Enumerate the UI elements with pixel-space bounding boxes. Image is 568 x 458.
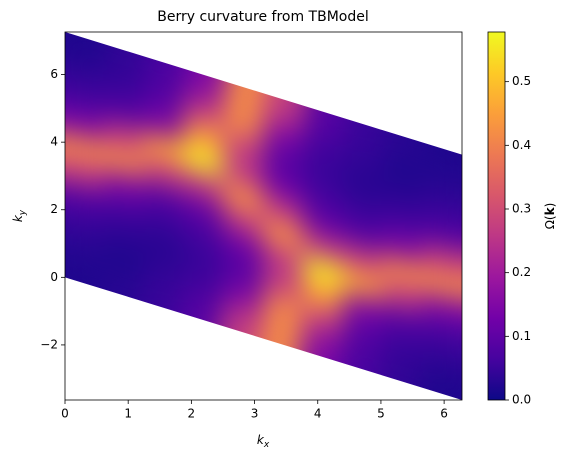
colorbar-tick-label: 0.0 (512, 393, 531, 407)
heatmap-cells (65, 32, 462, 400)
y-axis-label: ky (11, 209, 28, 222)
plot-frame (64, 31, 463, 401)
heatmap-cell (421, 362, 462, 400)
y-tick-label: 6 (50, 67, 58, 81)
heatmap (65, 32, 462, 400)
colorbar-tick-label: 0.1 (512, 329, 531, 343)
cbar-label-part: Ω( (543, 215, 557, 229)
y-tick-label: 0 (50, 270, 58, 284)
heatmap-cell (421, 288, 462, 328)
colorbar-tick-label: 0.4 (512, 138, 531, 152)
colorbar-tick-label: 0.3 (512, 201, 531, 215)
x-tick-label: 6 (440, 407, 448, 421)
heatmap-cell (421, 215, 462, 254)
colorbar (487, 31, 506, 401)
x-axis-label: kx (257, 433, 270, 450)
colorbar-tick-label: 0.5 (512, 74, 531, 88)
x-label-base: k (257, 433, 265, 447)
x-tick-label: 1 (124, 407, 132, 421)
heatmap-cell (421, 166, 462, 205)
cbar-label-part: k (543, 206, 557, 215)
x-label-sub: x (263, 440, 270, 450)
y-tick-label: −2 (40, 337, 58, 351)
x-tick-label: 0 (61, 407, 69, 421)
y-label-base: k (11, 214, 25, 222)
chart-title: Berry curvature from TBModel (157, 9, 369, 25)
x-tick-label: 4 (314, 407, 322, 421)
heatmap-cell (421, 239, 462, 279)
heatmap-cell (421, 141, 462, 180)
y-label-sub: y (18, 209, 28, 216)
x-tick-label: 3 (251, 407, 259, 421)
colorbar-tick-label: 0.2 (512, 265, 531, 279)
colorbar-label: Ω(k) (543, 203, 557, 230)
x-tick-label: 2 (188, 407, 196, 421)
y-tick-label: 2 (50, 202, 58, 216)
y-tick-label: 4 (50, 135, 58, 149)
cbar-label-part: ) (543, 203, 557, 208)
x-tick-label: 5 (377, 407, 385, 421)
heatmap-cell (421, 313, 462, 352)
